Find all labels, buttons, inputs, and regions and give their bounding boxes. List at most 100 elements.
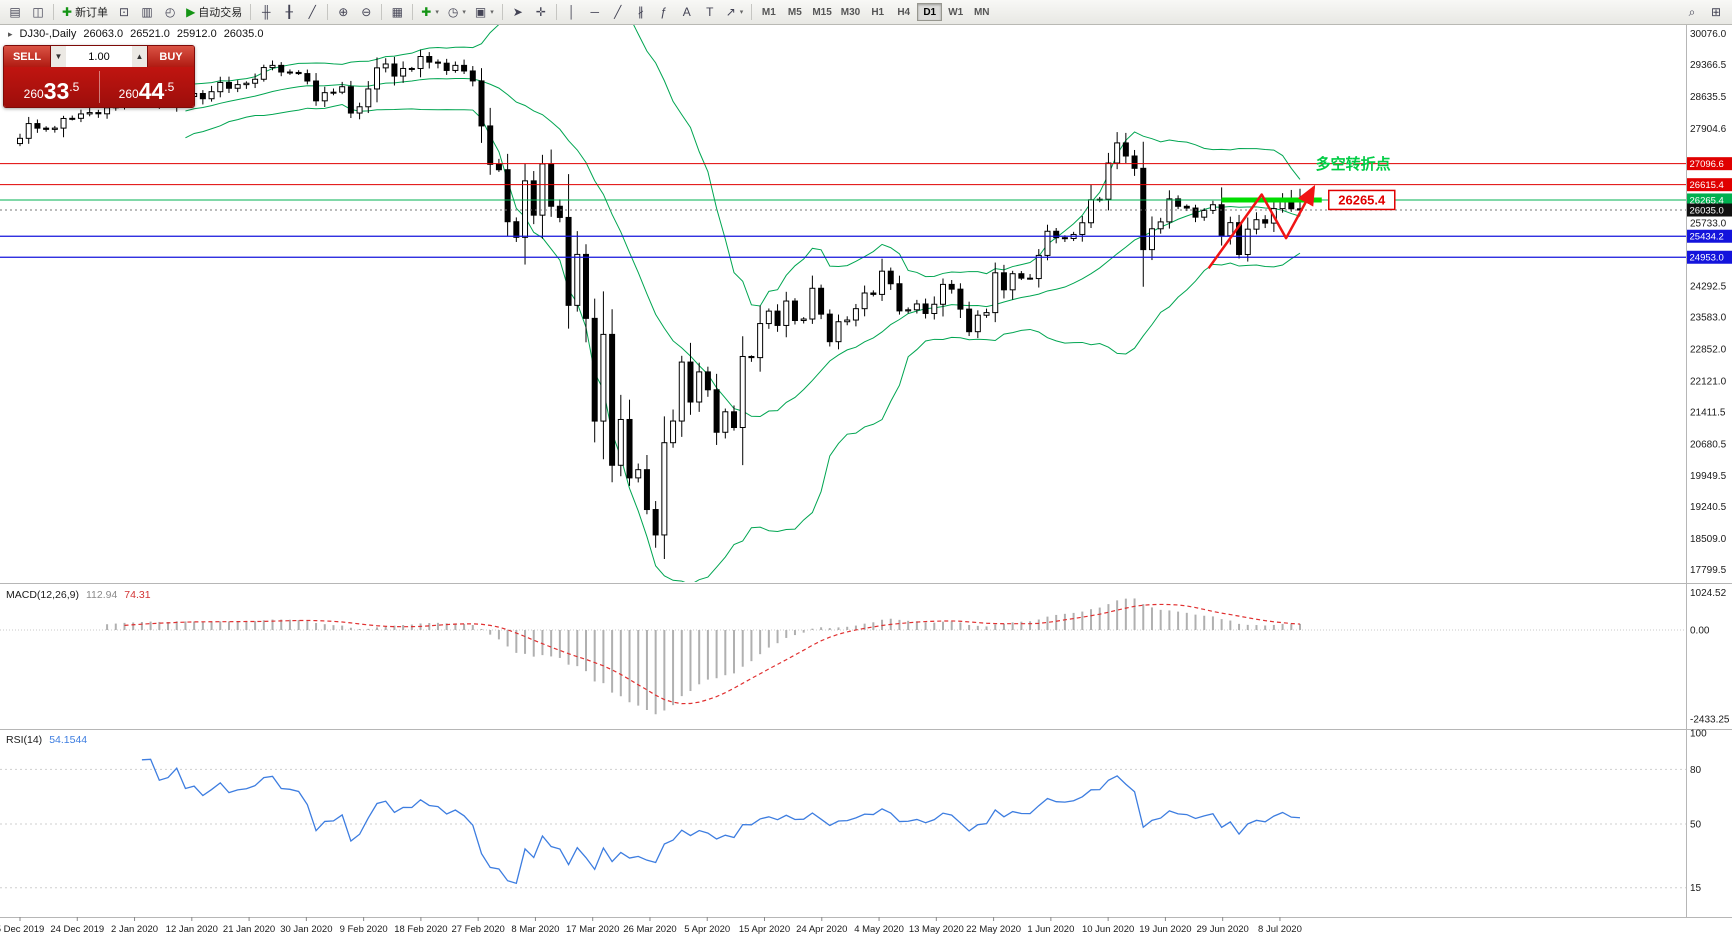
zigzag-arrow-drawing[interactable]	[1207, 184, 1316, 270]
price-tag-black	[1687, 203, 1732, 217]
line-chart-icon-button[interactable]: ╱	[301, 2, 323, 22]
cursor-icon-button[interactable]: ➤	[507, 2, 529, 22]
timeframe-w1-button[interactable]: W1	[943, 3, 968, 21]
date-tick-label: 21 Jan 2020	[223, 924, 275, 935]
search-icon-button[interactable]: ⌕	[1681, 2, 1703, 22]
templates-icon-button[interactable]: ▣ ▾	[471, 2, 498, 22]
price-tag-blue	[1687, 250, 1732, 264]
zoom-out-icon-button[interactable]: ⊖	[355, 2, 377, 22]
price-tick-label: 22121.0	[1690, 376, 1727, 387]
rsi-label: RSI(14) 54.1544	[6, 734, 87, 746]
price-tag-green	[1687, 193, 1732, 207]
toolbar: ▤ ◫ ✚ 新订单 ⊡ ▥ ◴ ▶ 自动交易 ╫ ╂ ╱ ⊕ ⊖ ▦ ✚ ▾ ◷ ▾ ▣ ▾ ➤ ✛ │ ─ ╱ ∦ ƒ A T ↗ ▾ M1 M…	[0, 0, 1732, 25]
vertical-line-icon-button[interactable]: │	[561, 2, 583, 22]
timeframe-m15-button[interactable]: M15	[808, 3, 835, 21]
chevron-down-icon: ▾	[435, 9, 439, 16]
auto-trading-button[interactable]: ▶ 自动交易	[182, 2, 246, 22]
volume-up-button[interactable]: ▲	[132, 46, 147, 67]
buy-price[interactable]: 260 44.5	[99, 67, 194, 107]
equidistant-channel-icon-button[interactable]: ∦	[630, 2, 652, 22]
timeframe-m5-button[interactable]: M5	[782, 3, 807, 21]
arrows-icon-button[interactable]: ↗ ▾	[722, 2, 748, 22]
zoom-in-icon-button[interactable]: ⊕	[332, 2, 354, 22]
chart-profiles-icon-button[interactable]: ◫	[27, 2, 49, 22]
price-tick-label: 18509.0	[1690, 534, 1727, 545]
text-label-icon-button[interactable]: T	[699, 2, 721, 22]
toolbar-right-group: ⌕ ⊞	[1681, 2, 1727, 22]
new-chart-icon-button[interactable]: ▤	[4, 2, 26, 22]
timeframe-m1-button[interactable]: M1	[756, 3, 781, 21]
horizontal-line-icon-button[interactable]: ─	[584, 2, 606, 22]
date-tick-label: 27 Feb 2020	[451, 924, 504, 935]
periods-icon-button[interactable]: ◷ ▾	[444, 2, 470, 22]
chart-expand-icon[interactable]: ▸	[8, 28, 13, 39]
timeframe-h1-button[interactable]: H1	[865, 3, 890, 21]
date-tick-label: 13 May 2020	[909, 924, 964, 935]
tile-windows-icon-button[interactable]: ▦	[386, 2, 408, 22]
macd-axis-label: 1024.52	[1690, 588, 1727, 599]
chart-screenshot-icon-button[interactable]: ⊡	[113, 2, 135, 22]
date-tick-label: 24 Apr 2020	[796, 924, 847, 935]
text-icon-button[interactable]: A	[676, 2, 698, 22]
toolbar-separator	[751, 4, 753, 20]
toolbar-separator	[501, 4, 503, 20]
timeframe-m30-button[interactable]: M30	[837, 3, 864, 21]
bar-chart-icon-button[interactable]: ╫	[255, 2, 277, 22]
timeframe-mn-button[interactable]: MN	[969, 3, 994, 21]
turning-point-annotation[interactable]: 多空转折点	[1316, 155, 1391, 173]
crosshair-icon-button[interactable]: ✛	[530, 2, 552, 22]
cursor-icon: ➤	[512, 5, 523, 19]
buy-price-suffix: .5	[164, 80, 175, 94]
date-tick-label: 8 Mar 2020	[511, 924, 559, 935]
price-tag-red	[1687, 178, 1732, 192]
fibonacci-retracement-icon-button[interactable]: ƒ	[653, 2, 675, 22]
date-tick-label: 1 Jun 2020	[1027, 924, 1074, 935]
price-tick-label: 20680.5	[1690, 439, 1727, 450]
price-tick-label: 22852.0	[1690, 344, 1727, 355]
auto-trading-button-icon: ▶	[186, 5, 196, 19]
market-watch-icon-button[interactable]: ▥	[136, 2, 158, 22]
ohlc-open: 26063.0	[83, 28, 124, 40]
macd-signal-value: 74.31	[124, 589, 151, 601]
templates-icon: ▣	[474, 5, 487, 19]
timeframe-d1-button[interactable]: D1	[917, 3, 943, 21]
date-tick-label: 15 Apr 2020	[739, 924, 790, 935]
price-tick-label: 29366.5	[1690, 60, 1727, 71]
sell-price-big-digits: 33	[43, 78, 70, 105]
date-tick-label: 9 Feb 2020	[340, 924, 388, 935]
trendline-icon: ╱	[614, 5, 622, 19]
new-order-button[interactable]: ✚ 新订单	[58, 2, 112, 22]
chart-screenshot-icon: ⊡	[119, 5, 130, 19]
candlestick-chart-icon-button[interactable]: ╂	[278, 2, 300, 22]
candles-layer	[17, 49, 1303, 559]
toolbar-separator	[381, 4, 383, 20]
rsi-line	[141, 758, 1301, 885]
trendline-icon-button[interactable]: ╱	[607, 2, 629, 22]
timeframe-h4-button[interactable]: H4	[891, 3, 916, 21]
horizontal-line-icon: ─	[590, 5, 599, 19]
sell-button[interactable]: SELL	[4, 46, 50, 67]
new-window-icon-button[interactable]: ⊞	[1705, 2, 1727, 22]
date-tick-label: 5 Apr 2020	[684, 924, 730, 935]
alerts-icon-button[interactable]: ◴	[159, 2, 181, 22]
arrows-icon: ↗	[725, 5, 736, 19]
sell-price[interactable]: 260 33.5	[4, 67, 99, 107]
equidistant-channel-icon: ∦	[637, 5, 644, 19]
price-callout-box[interactable]	[1328, 189, 1396, 211]
text-label-icon: T	[706, 5, 714, 19]
indicators-icon-button[interactable]: ✚ ▾	[417, 2, 443, 22]
price-tick-label: 27096.6	[1690, 159, 1724, 170]
macd-title: MACD(12,26,9)	[6, 589, 79, 601]
chevron-down-icon: ▾	[462, 9, 466, 16]
volume-down-button[interactable]: ▼	[51, 46, 66, 67]
new-order-button-label: 新订单	[75, 7, 109, 19]
price-tick-label: 25733.0	[1690, 219, 1727, 230]
candlestick-chart-icon: ╂	[285, 5, 293, 19]
ohlc-high: 26521.0	[130, 28, 170, 40]
sell-price-prefix: 260	[23, 87, 44, 101]
buy-button[interactable]: BUY	[148, 46, 194, 67]
volume-input[interactable]	[66, 46, 132, 67]
toolbar-separator	[250, 4, 252, 20]
price-tick-label: 23583.0	[1690, 313, 1727, 324]
